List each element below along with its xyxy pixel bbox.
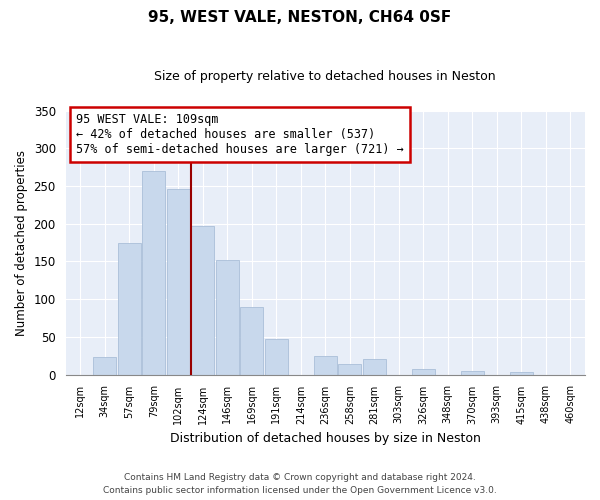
- Bar: [338, 364, 361, 374]
- Bar: [363, 358, 386, 374]
- Text: 95 WEST VALE: 109sqm
← 42% of detached houses are smaller (537)
57% of semi-deta: 95 WEST VALE: 109sqm ← 42% of detached h…: [76, 113, 404, 156]
- Bar: [191, 226, 214, 374]
- Text: Contains HM Land Registry data © Crown copyright and database right 2024.
Contai: Contains HM Land Registry data © Crown c…: [103, 473, 497, 495]
- Y-axis label: Number of detached properties: Number of detached properties: [15, 150, 28, 336]
- Bar: [265, 339, 287, 374]
- Bar: [167, 189, 190, 374]
- Bar: [314, 356, 337, 374]
- Title: Size of property relative to detached houses in Neston: Size of property relative to detached ho…: [154, 70, 496, 83]
- Bar: [142, 171, 165, 374]
- Bar: [241, 308, 263, 374]
- Bar: [412, 368, 434, 374]
- Bar: [510, 372, 533, 374]
- Bar: [216, 260, 239, 374]
- Bar: [94, 357, 116, 374]
- Text: 95, WEST VALE, NESTON, CH64 0SF: 95, WEST VALE, NESTON, CH64 0SF: [148, 10, 452, 25]
- Bar: [461, 371, 484, 374]
- Bar: [118, 242, 140, 374]
- X-axis label: Distribution of detached houses by size in Neston: Distribution of detached houses by size …: [170, 432, 481, 445]
